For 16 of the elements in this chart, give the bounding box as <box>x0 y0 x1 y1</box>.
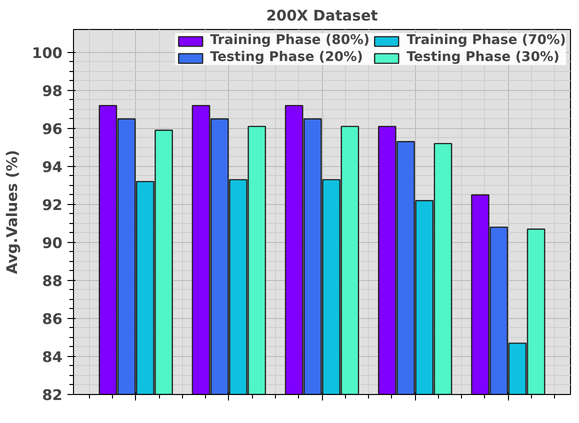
y-axis-title: Avg.Values (%) <box>4 150 21 274</box>
y-tick-label: 98 <box>42 82 63 100</box>
legend-label: Testing Phase (30%) <box>406 50 560 65</box>
y-tick-label: 100 <box>32 44 62 62</box>
y-tick-label: 88 <box>42 272 63 290</box>
y-tick-label: 96 <box>42 120 63 138</box>
legend-label: Training Phase (80%) <box>210 33 370 48</box>
y-tick-label: 84 <box>42 348 63 366</box>
y-tick-label: 94 <box>42 158 63 176</box>
y-tick-label: 82 <box>42 387 63 404</box>
legend-label: Training Phase (70%) <box>406 33 566 48</box>
y-tick-label: 92 <box>42 196 63 214</box>
chart-title: 200X Dataset <box>266 8 378 24</box>
y-tick-label: 90 <box>42 234 63 252</box>
legend-label: Testing Phase (20%) <box>210 50 363 65</box>
y-tick-label: 86 <box>42 310 63 328</box>
